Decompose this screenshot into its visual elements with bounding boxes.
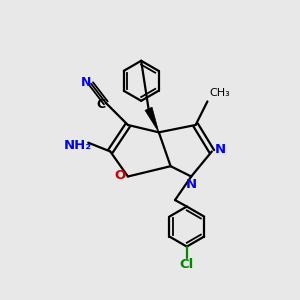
Text: NH₂: NH₂ — [64, 139, 92, 152]
Text: O: O — [114, 169, 125, 182]
Text: CH₃: CH₃ — [210, 88, 230, 98]
Text: N: N — [81, 76, 91, 89]
Polygon shape — [145, 107, 159, 132]
Text: C: C — [96, 98, 105, 111]
Text: N: N — [186, 178, 197, 191]
Text: Cl: Cl — [180, 258, 194, 271]
Text: N: N — [214, 143, 226, 157]
